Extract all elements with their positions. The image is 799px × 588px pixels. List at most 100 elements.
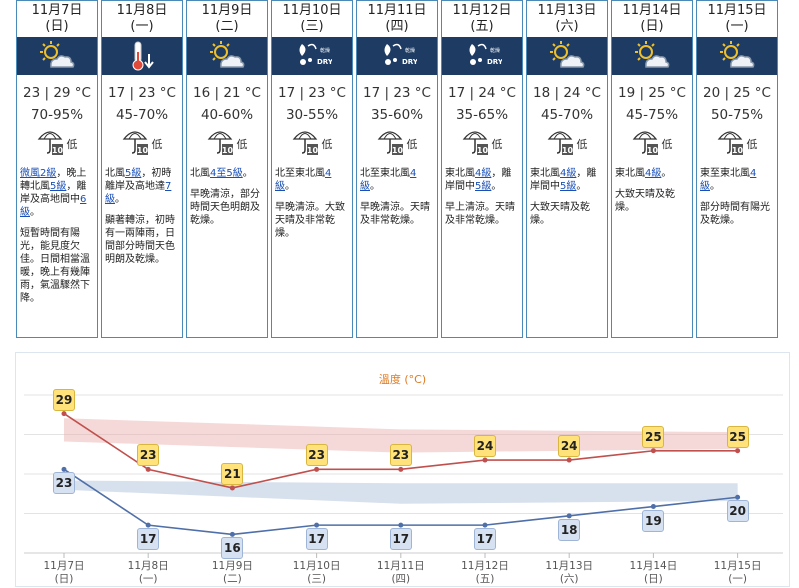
x-tick-weekday: (日) <box>54 573 74 585</box>
wind-description: 微風2級，晚上轉北風5級，離岸及高地間中6級。 <box>17 167 97 219</box>
weekday-text: (四) <box>385 19 409 34</box>
date-text: 11月13日 <box>537 3 597 18</box>
max-temp-label: 25 <box>642 425 665 448</box>
psr-indicator: 10 低 <box>527 129 607 159</box>
forecast-day-9: 11月15日 (一) 20 | 25 °C 50-75% 10 低東至東北風4級。 部分時間… <box>696 0 778 338</box>
wind-text: ，離岸間中 <box>530 168 597 192</box>
wind-force-link[interactable]: 4級 <box>700 168 757 192</box>
psr-level: 低 <box>406 138 418 151</box>
weekday-text: (日) <box>640 19 664 34</box>
wind-force-link[interactable]: 5級 <box>125 168 142 179</box>
umbrella-icon: 10 <box>37 128 63 160</box>
x-tick-date: 11月8日 <box>127 560 169 572</box>
date-text: 11月14日 <box>622 3 682 18</box>
wind-text: 北風 <box>190 168 210 179</box>
wind-force-link[interactable]: 4級 <box>560 168 577 179</box>
wind-text: 。 <box>661 168 672 179</box>
psr-indicator: 10 低 <box>697 129 777 159</box>
weather-icon-bar <box>612 37 692 75</box>
min-temp-label: 23 <box>53 472 75 495</box>
forecast-date: 11月7日 (日) <box>17 1 97 37</box>
sunny-periods-cloud-icon <box>207 40 247 72</box>
forecast-date: 11月8日 (一) <box>102 1 182 37</box>
weather-icon-bar <box>697 37 777 75</box>
umbrella-icon: 10 <box>632 128 658 160</box>
weekday-text: (一) <box>130 19 154 34</box>
psr-indicator: 10 低 <box>272 129 352 159</box>
data-point <box>482 457 488 463</box>
wind-text: 東北風 <box>615 168 645 179</box>
temperature-range: 23 | 29 °C <box>23 85 91 101</box>
forecast-day-7: 11月13日 (六) 18 | 24 °C 45-70% 10 低東北風4級，離岸間中5級… <box>526 0 608 338</box>
psr-indicator: 10 低 <box>102 129 182 159</box>
wind-force-link[interactable]: 5級 <box>560 181 577 192</box>
date-text: 11月12日 <box>452 3 512 18</box>
weather-icon-bar <box>17 37 97 75</box>
weekday-text: (一) <box>725 19 749 34</box>
humidity-range: 35-60% <box>370 107 424 123</box>
date-text: 11月11日 <box>367 3 427 18</box>
svg-text:10: 10 <box>561 146 572 155</box>
wind-force-link[interactable]: 微風2級 <box>20 168 57 179</box>
wind-force-link[interactable]: 5級 <box>50 181 67 192</box>
x-tick-date: 11月10日 <box>292 560 341 572</box>
max-temp-label: 23 <box>137 444 160 467</box>
x-tick-weekday: (三) <box>307 573 326 585</box>
psr-level: 低 <box>746 138 758 151</box>
x-tick-date: 11月15日 <box>713 560 762 572</box>
weekday-text: (二) <box>215 19 239 34</box>
umbrella-icon: 10 <box>292 128 318 160</box>
data-point <box>314 522 320 528</box>
dry-icon: 乾燥 DRY <box>377 40 417 72</box>
weather-description: 早晚清涼。大致天晴及非常乾燥。 <box>275 202 345 239</box>
min-temp-label: 20 <box>726 500 749 523</box>
wind-description: 北至東北風4級。 <box>272 167 352 193</box>
umbrella-icon: 10 <box>462 128 488 160</box>
psr-level: 低 <box>661 138 673 151</box>
x-tick-weekday: (五) <box>475 573 495 585</box>
wind-force-link[interactable]: 4級 <box>275 168 332 192</box>
temperature-range: 20 | 25 °C <box>703 85 771 101</box>
wind-force-link[interactable]: 4級 <box>475 168 492 179</box>
data-point <box>314 466 320 472</box>
umbrella-icon: 10 <box>717 128 743 160</box>
weather-description: 顯著轉涼，初時有一兩陣雨，日間部分時間天色明朗及乾燥。 <box>105 215 175 265</box>
wind-force-link[interactable]: 6級 <box>20 194 87 218</box>
psr-indicator: 10 低 <box>17 129 97 159</box>
x-tick-label: 11月7日 (日) <box>34 560 94 586</box>
wind-text: ，初時離岸及高地達 <box>105 168 172 192</box>
sunny-periods-cloud-icon <box>632 40 672 72</box>
weekday-text: (五) <box>470 19 494 34</box>
wind-force-link[interactable]: 4級 <box>645 168 662 179</box>
wind-force-link[interactable]: 4級 <box>360 168 417 192</box>
min-temp-label: 17 <box>474 528 496 551</box>
wind-text: 北至東北風 <box>275 168 325 179</box>
wind-force-link[interactable]: 5級 <box>475 181 492 192</box>
wind-text: 。 <box>285 181 295 192</box>
sunny-periods-cloud-icon <box>717 40 757 72</box>
humidity-range: 45-70% <box>540 107 594 123</box>
wind-text: 。 <box>710 181 720 192</box>
data-point <box>566 457 572 463</box>
svg-text:乾燥: 乾燥 <box>490 47 500 54</box>
wind-text: ，離岸間中 <box>445 168 512 192</box>
humidity-range: 70-95% <box>30 107 84 123</box>
weather-description: 大致天晴及乾燥。 <box>530 202 590 226</box>
chart-plot <box>24 394 783 558</box>
humidity-range: 45-75% <box>625 107 679 123</box>
max-temp-label: 25 <box>726 425 749 448</box>
psr-level: 低 <box>236 138 248 151</box>
wind-force-link[interactable]: 4至5級 <box>210 168 243 179</box>
x-tick-weekday: (一) <box>728 573 747 585</box>
forecast-day-4: 11月10日 (三) 乾燥 DRY 17 | 23 °C 30-55% 10 低北至東北風4級… <box>271 0 353 338</box>
svg-text:10: 10 <box>391 146 402 155</box>
humidity-range: 40-60% <box>200 107 254 123</box>
wind-force-link[interactable]: 7級 <box>105 181 172 205</box>
date-text: 11月7日 <box>31 3 83 18</box>
weather-description: 部分時間有陽光及乾燥。 <box>700 202 770 226</box>
weather-description: 早晚清涼，部分時間天色明朗及乾燥。 <box>190 189 260 226</box>
max-temp-label: 23 <box>305 444 328 467</box>
weekday-text: (六) <box>555 19 579 34</box>
forecast-date: 11月13日 (六) <box>527 1 607 37</box>
wind-text: 北至東北風 <box>360 168 410 179</box>
